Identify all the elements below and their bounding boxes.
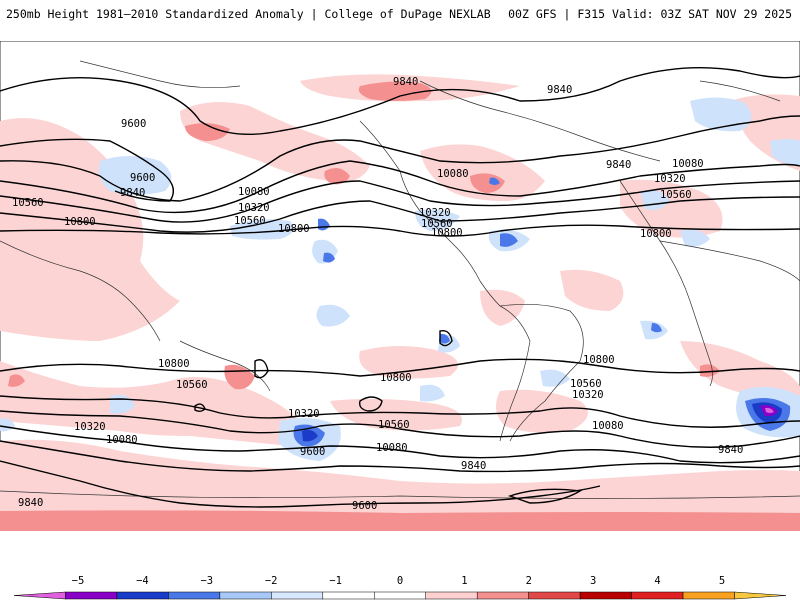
contour-label: 10080 <box>238 186 270 198</box>
contour-labels: 9840 9840 9600 9600 9840 10080 10320 105… <box>12 76 743 512</box>
header: 250mb Height 1981–2010 Standardized Anom… <box>0 0 800 40</box>
contour-label: 10560 <box>570 378 602 390</box>
colorbar-tick-label: −2 <box>265 575 278 587</box>
contour-label: 10800 <box>380 372 412 384</box>
colorbar-tick-label: 4 <box>654 575 660 587</box>
colorbar-ticks: −5 −4 −3 −2 −1 0 1 2 3 4 5 <box>72 575 725 587</box>
colorbar-canvas: −5 −4 −3 −2 −1 0 1 2 3 4 5 <box>13 575 787 600</box>
contour-label: 10800 <box>158 358 190 370</box>
contour-label: 10320 <box>572 389 604 401</box>
colorbar-segment <box>322 591 375 600</box>
contour-label: 9840 <box>461 460 486 472</box>
map-canvas: 9840 9840 9600 9600 9840 10080 10320 105… <box>0 41 800 531</box>
colorbar-segment <box>631 591 684 600</box>
colorbar-segment <box>271 591 324 600</box>
contour-label: 10800 <box>278 223 310 235</box>
model-valid-time: 00Z GFS | F315 Valid: 03Z SAT NOV 29 202… <box>508 7 792 21</box>
colorbar-segment <box>528 591 581 600</box>
contour-label: 10560 <box>421 218 453 230</box>
colorbar-segment <box>374 591 426 600</box>
colorbar-segment <box>579 591 632 600</box>
colorbar-tick-label: 2 <box>526 575 532 587</box>
colorbar-tick-label: 3 <box>590 575 596 587</box>
contour-label: 10560 <box>176 379 208 391</box>
contour-label: 9840 <box>606 159 631 171</box>
contour-label: 10080 <box>672 158 704 170</box>
negative-anomaly-strong <box>302 402 782 442</box>
colorbar-tick-label: −3 <box>200 575 213 587</box>
contour-label: 10080 <box>437 168 469 180</box>
contour-label: 9840 <box>18 497 43 509</box>
colorbar-segment <box>116 591 169 600</box>
colorbar-segment <box>13 591 66 600</box>
colorbar-tick-label: 0 <box>397 575 403 587</box>
contour-label: 10560 <box>234 215 266 227</box>
contour-label: 10320 <box>288 408 320 420</box>
colorbar-segment <box>425 591 478 600</box>
contour-label: 10320 <box>238 202 270 214</box>
colorbar-tick-label: 1 <box>461 575 467 587</box>
contour-label: 10320 <box>654 173 686 185</box>
contour-label: 10080 <box>592 420 624 432</box>
contour-label: 10800 <box>64 216 96 228</box>
colorbar-tick-label: −5 <box>72 575 85 587</box>
contour-label: 9840 <box>718 444 743 456</box>
colorbar-segments <box>13 591 787 600</box>
contour-label: 9600 <box>130 172 155 184</box>
anomaly-map: 9840 9840 9600 9600 9840 10080 10320 105… <box>0 41 800 531</box>
contour-label: 10560 <box>660 189 692 201</box>
contour-label: 9840 <box>120 187 145 199</box>
contour-label: 9600 <box>352 500 377 512</box>
colorbar-segment <box>734 591 787 600</box>
positive-anomaly-shading <box>0 74 800 531</box>
contour-label: 10080 <box>376 442 408 454</box>
contour-label: 9600 <box>300 446 325 458</box>
map-title: 250mb Height 1981–2010 Standardized Anom… <box>6 7 491 21</box>
colorbar-segment <box>476 591 529 600</box>
contour-label: 9600 <box>121 118 146 130</box>
contour-label: 10560 <box>12 197 44 209</box>
contour-label: 10080 <box>106 434 138 446</box>
colorbar-tick-label: −4 <box>136 575 149 587</box>
contour-label: 10800 <box>431 227 463 239</box>
contour-label: 9840 <box>393 76 418 88</box>
colorbar-tick-label: 5 <box>719 575 725 587</box>
height-contours <box>0 66 800 508</box>
contour-label: 10800 <box>583 354 615 366</box>
contour-label: 9840 <box>547 84 572 96</box>
colorbar-segment <box>219 591 272 600</box>
anomaly-colorbar: −5 −4 −3 −2 −1 0 1 2 3 4 5 <box>0 570 800 600</box>
contour-label: 10320 <box>419 207 451 219</box>
colorbar-segment <box>682 591 735 600</box>
contour-label: 10320 <box>74 421 106 433</box>
colorbar-segment <box>168 591 221 600</box>
colorbar-tick-label: −1 <box>329 575 342 587</box>
colorbar-segment <box>65 591 118 600</box>
contour-label: 10560 <box>378 419 410 431</box>
contour-label: 10800 <box>640 228 672 240</box>
